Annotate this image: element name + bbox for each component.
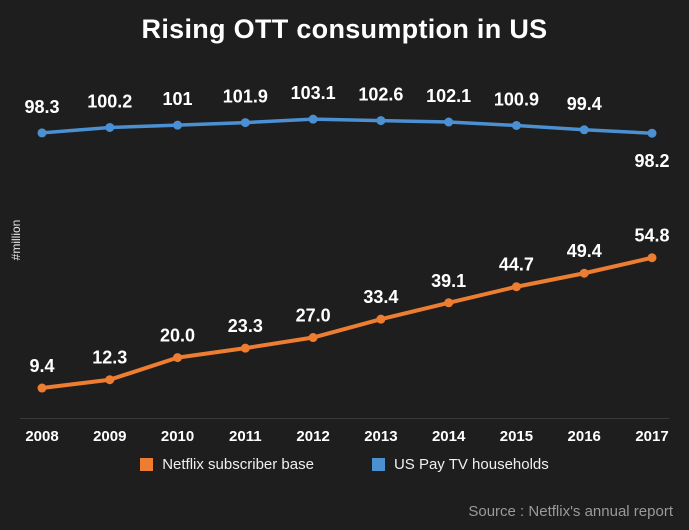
data-point <box>37 383 47 393</box>
x-tick-label: 2009 <box>93 428 126 445</box>
legend: Netflix subscriber base US Pay TV househo… <box>0 456 689 473</box>
data-point <box>579 268 589 278</box>
data-point <box>647 128 657 138</box>
data-label: 39.1 <box>431 271 466 291</box>
x-tick-label: 2015 <box>500 428 533 445</box>
data-label: 23.3 <box>228 316 263 336</box>
x-tick-label: 2014 <box>432 428 466 445</box>
data-label: 9.4 <box>29 356 54 376</box>
data-point <box>105 375 115 385</box>
legend-item-paytv: US Pay TV households <box>371 456 549 473</box>
data-point <box>173 120 183 130</box>
data-label: 100.2 <box>87 91 132 111</box>
data-label: 98.3 <box>24 97 59 117</box>
legend-swatch-icon <box>140 458 154 471</box>
data-label: 49.4 <box>567 241 602 261</box>
legend-swatch-icon <box>371 458 385 471</box>
data-point <box>647 253 657 263</box>
data-point <box>376 314 386 324</box>
x-tick-label: 2011 <box>229 428 262 445</box>
data-point <box>240 343 250 353</box>
y-axis-label: #million <box>9 220 23 261</box>
chart-title: Rising OTT consumption in US <box>141 14 548 44</box>
data-point <box>511 120 521 130</box>
legend-label: US Pay TV households <box>393 456 549 473</box>
data-point <box>240 118 250 128</box>
data-point <box>444 298 454 308</box>
x-tick-label: 2017 <box>635 428 668 445</box>
data-label: 99.4 <box>567 94 602 114</box>
data-point <box>511 282 521 292</box>
data-point <box>173 353 183 363</box>
data-point <box>37 128 47 138</box>
data-label: 102.6 <box>358 85 403 105</box>
data-label: 102.1 <box>426 86 471 106</box>
x-tick-label: 2016 <box>568 428 601 445</box>
source-text: Source : Netflix's annual report <box>468 503 673 520</box>
series-line-netflix <box>40 255 654 391</box>
data-label: 12.3 <box>92 348 127 368</box>
data-point <box>105 122 115 132</box>
data-label: 33.4 <box>363 287 398 307</box>
data-point <box>444 117 454 127</box>
series-line-paytv <box>40 117 654 135</box>
data-label: 98.2 <box>634 151 669 171</box>
data-label: 101.9 <box>223 87 268 107</box>
data-label: 20.0 <box>160 326 195 346</box>
legend-item-netflix: Netflix subscriber base <box>140 456 314 473</box>
x-tick-label: 2012 <box>296 428 329 445</box>
data-point <box>579 125 589 135</box>
data-label: 103.1 <box>291 83 336 103</box>
data-label: 27.0 <box>296 306 331 326</box>
data-point <box>376 116 386 126</box>
legend-label: Netflix subscriber base <box>162 456 314 473</box>
data-point <box>308 114 318 124</box>
x-tick-label: 2013 <box>364 428 397 445</box>
data-label: 101 <box>163 89 193 109</box>
x-tick-label: 2010 <box>161 428 194 445</box>
x-tick-label: 2008 <box>25 428 58 445</box>
data-label: 44.7 <box>499 255 534 275</box>
data-point <box>308 333 318 343</box>
data-label: 100.9 <box>494 89 539 109</box>
data-label: 54.8 <box>634 226 669 246</box>
